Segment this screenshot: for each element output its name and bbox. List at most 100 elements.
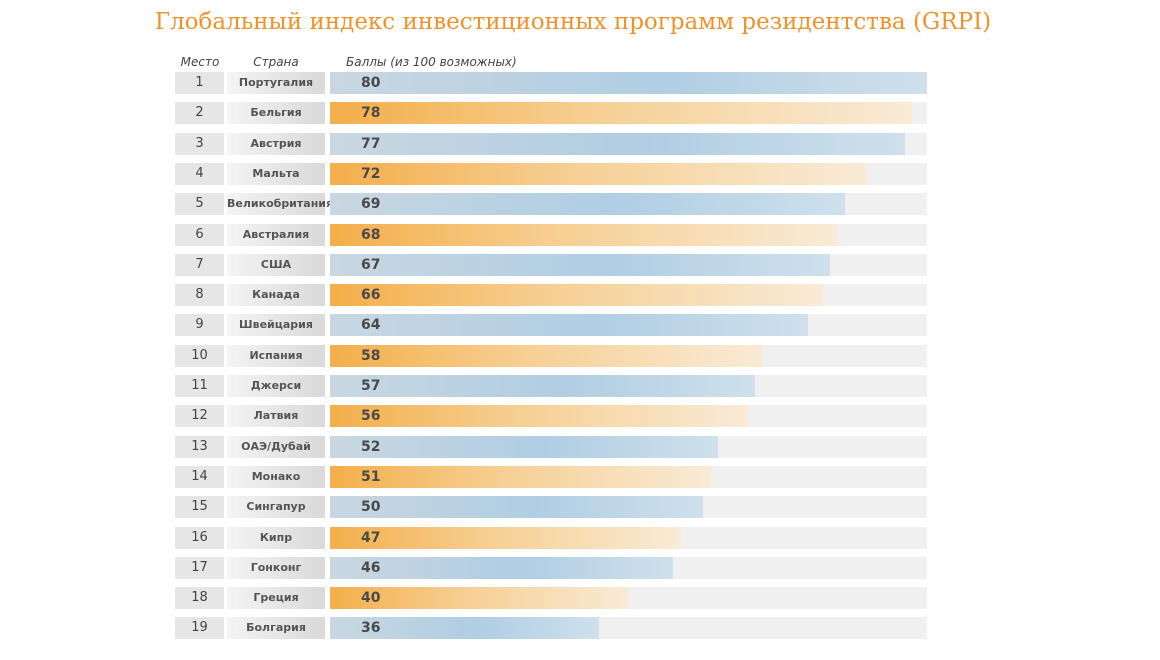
category-label: Сингапур	[227, 496, 325, 518]
score-column-header: Баллы (из 100 возможных)	[346, 55, 517, 69]
bar	[330, 72, 927, 94]
bar	[330, 193, 845, 215]
bar-track: 40	[330, 587, 927, 609]
bar	[330, 557, 673, 579]
bar	[330, 587, 629, 609]
category-label: Канада	[227, 284, 325, 306]
chart-row: 19 Болгария 36	[175, 617, 927, 639]
chart-row: 10 Испания 58	[175, 345, 927, 367]
chart-row: 7 США 67	[175, 254, 927, 276]
chart-row: 5 Великобритания 69	[175, 193, 927, 215]
data-label: 77	[361, 136, 381, 152]
bar-track: 72	[330, 163, 927, 185]
bar-track: 46	[330, 557, 927, 579]
data-label: 57	[361, 378, 381, 394]
data-label: 67	[361, 257, 381, 273]
country-column-header: Страна	[253, 55, 299, 69]
chart-row: 4 Мальта 72	[175, 163, 927, 185]
rank-label: 7	[175, 254, 224, 276]
category-label: Швейцария	[227, 314, 325, 336]
category-label: Испания	[227, 345, 325, 367]
category-label: Австралия	[227, 224, 325, 246]
chart-row: 14 Монако 51	[175, 466, 927, 488]
bar	[330, 436, 718, 458]
bar	[330, 405, 748, 427]
category-label: Бельгия	[227, 102, 325, 124]
rank-label: 19	[175, 617, 224, 639]
bar-track: 64	[330, 314, 927, 336]
rank-label: 6	[175, 224, 224, 246]
rank-label: 4	[175, 163, 224, 185]
bar	[330, 102, 912, 124]
data-label: 68	[361, 227, 381, 243]
bar-track: 69	[330, 193, 927, 215]
data-label: 50	[361, 499, 381, 515]
bar-track: 77	[330, 133, 927, 155]
bar-track: 47	[330, 527, 927, 549]
bar	[330, 254, 830, 276]
data-label: 69	[361, 196, 381, 212]
bar-track: 66	[330, 284, 927, 306]
data-label: 51	[361, 469, 381, 485]
rank-label: 10	[175, 345, 224, 367]
bar	[330, 466, 711, 488]
category-label: Мальта	[227, 163, 325, 185]
rank-label: 2	[175, 102, 224, 124]
chart-row: 13 ОАЭ/Дубай 52	[175, 436, 927, 458]
rank-label: 13	[175, 436, 224, 458]
chart-row: 16 Кипр 47	[175, 527, 927, 549]
bar	[330, 314, 808, 336]
category-label: Португалия	[227, 72, 325, 94]
category-label: ОАЭ/Дубай	[227, 436, 325, 458]
data-label: 72	[361, 166, 381, 182]
bar	[330, 163, 867, 185]
bar	[330, 617, 599, 639]
chart-row: 15 Сингапур 50	[175, 496, 927, 518]
chart-row: 6 Австралия 68	[175, 224, 927, 246]
rank-label: 5	[175, 193, 224, 215]
chart-title: Глобальный индекс инвестиционных програм…	[154, 9, 992, 35]
bar	[330, 133, 905, 155]
bar-track: 80	[330, 72, 927, 94]
category-label: Греция	[227, 587, 325, 609]
rank-label: 1	[175, 72, 224, 94]
category-label: Кипр	[227, 527, 325, 549]
data-label: 36	[361, 620, 381, 636]
bar-track: 57	[330, 375, 927, 397]
chart-row: 1 Португалия 80	[175, 72, 927, 94]
data-label: 52	[361, 439, 381, 455]
bar	[330, 527, 681, 549]
category-label: Гонконг	[227, 557, 325, 579]
data-label: 58	[361, 348, 381, 364]
rank-label: 15	[175, 496, 224, 518]
data-label: 78	[361, 105, 381, 121]
chart-row: 9 Швейцария 64	[175, 314, 927, 336]
bar	[330, 284, 823, 306]
rank-label: 18	[175, 587, 224, 609]
bar	[330, 345, 763, 367]
chart-row: 3 Австрия 77	[175, 133, 927, 155]
rank-label: 11	[175, 375, 224, 397]
data-label: 64	[361, 317, 381, 333]
rank-label: 16	[175, 527, 224, 549]
bar	[330, 496, 703, 518]
category-label: Австрия	[227, 133, 325, 155]
rank-label: 14	[175, 466, 224, 488]
chart-row: 17 Гонконг 46	[175, 557, 927, 579]
category-label: Монако	[227, 466, 325, 488]
category-label: США	[227, 254, 325, 276]
rank-label: 3	[175, 133, 224, 155]
bar	[330, 375, 755, 397]
category-label: Джерси	[227, 375, 325, 397]
data-label: 80	[361, 75, 381, 91]
chart-row: 11 Джерси 57	[175, 375, 927, 397]
rank-label: 12	[175, 405, 224, 427]
data-label: 40	[361, 590, 381, 606]
rank-label: 9	[175, 314, 224, 336]
rank-column-header: Место	[180, 55, 220, 69]
bar-track: 67	[330, 254, 927, 276]
rank-label: 8	[175, 284, 224, 306]
category-label: Латвия	[227, 405, 325, 427]
chart-row: 8 Канада 66	[175, 284, 927, 306]
bar-track: 52	[330, 436, 927, 458]
